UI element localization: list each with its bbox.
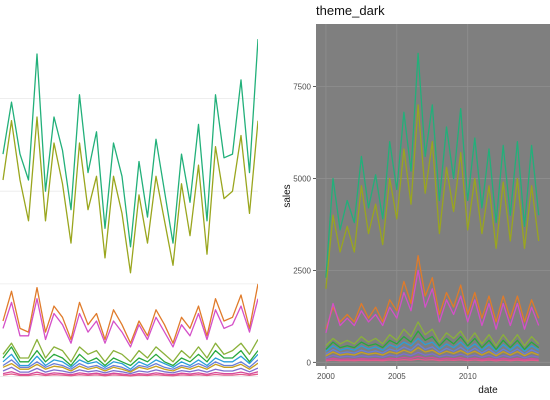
left-series-group xyxy=(2,39,258,377)
x-tick-label-1: 2005 xyxy=(388,372,406,381)
right-series-line-4 xyxy=(325,321,540,347)
right-series-line-5 xyxy=(325,330,540,351)
y-tick-label-1: 2500 xyxy=(293,266,311,275)
left-series-line-0 xyxy=(2,39,258,248)
left-series-line-7 xyxy=(2,359,258,372)
right-panel-title: theme_dark xyxy=(316,3,385,18)
x-tick-label-0: 2000 xyxy=(317,372,335,381)
right-y-ticks: 0 2500 5000 7500 xyxy=(293,83,316,367)
right-gridlines xyxy=(316,24,550,366)
left-series-line-10 xyxy=(2,371,258,376)
right-series-line-2 xyxy=(325,255,540,330)
right-x-ticks: 2000 2005 2010 xyxy=(317,366,477,381)
right-series-line-8 xyxy=(325,346,539,357)
right-panel-background xyxy=(316,24,550,366)
left-series-line-5 xyxy=(2,346,258,367)
right-series-line-7 xyxy=(325,343,539,355)
y-axis-title: sales xyxy=(282,184,293,207)
y-tick-label-3: 7500 xyxy=(293,83,311,92)
right-series-line-9 xyxy=(325,351,539,359)
left-series-line-4 xyxy=(2,338,258,363)
left-series-line-8 xyxy=(2,362,258,373)
right-series-group xyxy=(325,52,540,362)
right-series-line-0 xyxy=(325,52,540,278)
right-series-line-1 xyxy=(325,104,540,289)
left-series-line-3 xyxy=(2,298,258,348)
left-panel xyxy=(0,28,258,384)
left-series-line-2 xyxy=(2,283,258,344)
right-series-line-6 xyxy=(325,337,540,352)
left-series-line-6 xyxy=(2,353,258,370)
x-tick-label-2: 2010 xyxy=(459,372,477,381)
left-series-line-1 xyxy=(2,116,258,274)
x-axis-title: date xyxy=(478,385,498,396)
right-panel: theme_dark 2000 2005 2010 0 2500 5000 7500 da… xyxy=(282,3,550,396)
y-tick-label-0: 0 xyxy=(307,358,312,367)
left-series-line-9 xyxy=(2,366,258,375)
left-series-line-11 xyxy=(2,373,258,377)
right-series-line-11 xyxy=(325,358,539,362)
right-series-line-10 xyxy=(325,355,539,361)
right-series-line-3 xyxy=(325,269,540,334)
y-tick-label-2: 5000 xyxy=(293,174,311,183)
